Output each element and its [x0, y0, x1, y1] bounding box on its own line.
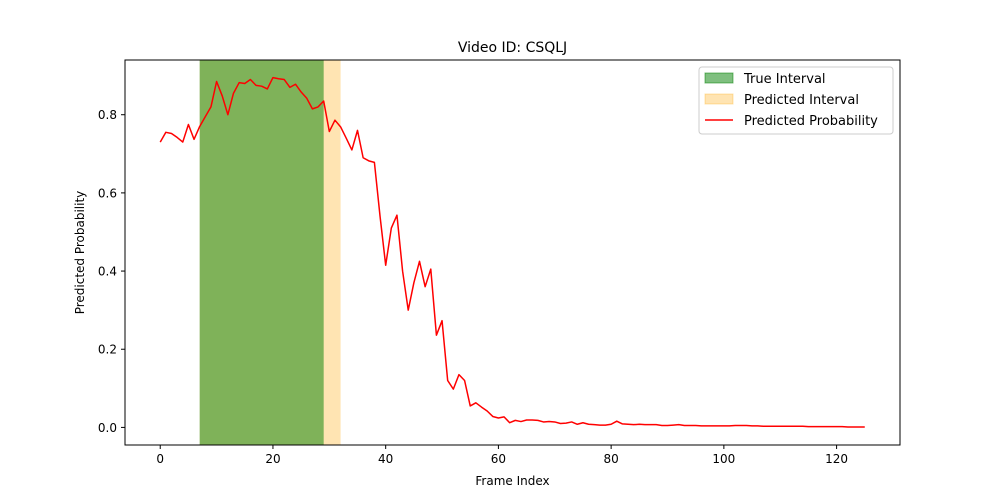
- x-tick-label: 0: [156, 452, 164, 466]
- series-layer: [159, 76, 865, 428]
- legend-label-true-interval: True Interval: [743, 72, 826, 87]
- x-tick-label: 60: [491, 452, 506, 466]
- x-axis-ticks: 0 20 40 60 80 100 120: [156, 445, 848, 466]
- legend-label-predicted-probability: Predicted Probability: [744, 114, 878, 129]
- y-axis-label: Predicted Probability: [73, 191, 87, 315]
- x-tick-label: 80: [603, 452, 618, 466]
- x-tick-label: 100: [712, 452, 735, 466]
- legend-label-predicted-interval: Predicted Interval: [744, 93, 859, 108]
- y-tick-label: 0.0: [98, 421, 117, 435]
- legend: True Interval Predicted Interval Predict…: [698, 66, 894, 135]
- true-interval-span: [199, 60, 324, 445]
- y-axis-ticks: 0.0 0.2 0.4 0.6 0.8: [98, 108, 125, 435]
- legend-swatch-predicted-interval: [704, 93, 734, 105]
- series-line-predicted-probability: [159, 76, 865, 428]
- legend-frame: [698, 66, 894, 135]
- x-tick-label: 120: [825, 452, 848, 466]
- interval-spans: [199, 60, 341, 445]
- x-axis-label: Frame Index: [475, 474, 549, 488]
- x-tick-label: 40: [378, 452, 393, 466]
- plot-frame: [124, 59, 901, 446]
- y-tick-label: 0.2: [98, 343, 117, 357]
- legend-swatch-true-interval: [704, 72, 734, 84]
- x-tick-label: 20: [265, 452, 280, 466]
- y-tick-label: 0.4: [98, 265, 117, 279]
- y-tick-label: 0.6: [98, 186, 117, 200]
- y-tick-label: 0.8: [98, 108, 117, 122]
- chart-title: Video ID: CSQLJ: [458, 40, 567, 56]
